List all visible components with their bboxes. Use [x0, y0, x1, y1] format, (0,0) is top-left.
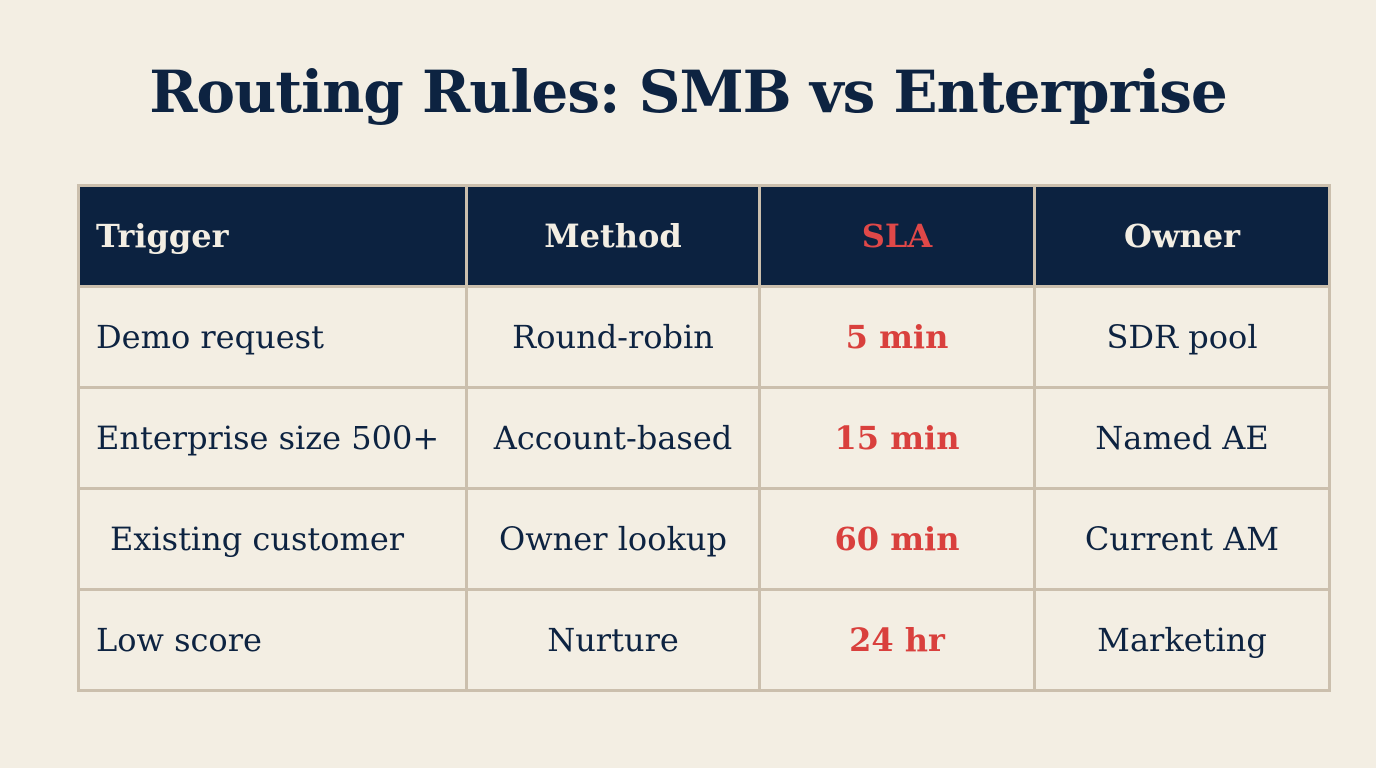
routing-table: Trigger Method SLA Owner Demo request Round-…	[77, 184, 1331, 692]
table-cell: Marketing	[1033, 588, 1331, 692]
table-cell: Low score	[77, 588, 468, 692]
table-row: Existing customer Owner lookup 60 min Curre…	[77, 487, 1331, 591]
column-header: Trigger	[77, 184, 468, 288]
table-cell: Nurture	[465, 588, 761, 692]
table-cell: 5 min	[758, 285, 1036, 389]
table-row: Low score Nurture 24 hr Marketing	[77, 588, 1331, 692]
table-cell: Existing customer	[77, 487, 468, 591]
column-header: SLA	[758, 184, 1036, 288]
table-row: Enterprise size 500+ Account-based 15 min N…	[77, 386, 1331, 490]
header-row: Trigger Method SLA Owner	[77, 184, 1331, 288]
title: Routing Rules: SMB vs Enterprise	[149, 58, 1228, 126]
table-cell: 15 min	[758, 386, 1036, 490]
column-header: Owner	[1033, 184, 1331, 288]
table-cell: 60 min	[758, 487, 1036, 591]
table-cell: Named AE	[1033, 386, 1331, 490]
table-row: Demo request Round-robin 5 min SDR pool	[77, 285, 1331, 389]
table-cell: 24 hr	[758, 588, 1036, 692]
table-cell: Enterprise size 500+	[77, 386, 468, 490]
table-cell: Current AM	[1033, 487, 1331, 591]
table-cell: Owner lookup	[465, 487, 761, 591]
table-cell: SDR pool	[1033, 285, 1331, 389]
column-header: Method	[465, 184, 761, 288]
table-cell: Account-based	[465, 386, 761, 490]
table-cell: Round-robin	[465, 285, 761, 389]
table-body: Demo request Round-robin 5 min SDR pool Ente…	[77, 285, 1331, 692]
table-cell: Demo request	[77, 285, 468, 389]
